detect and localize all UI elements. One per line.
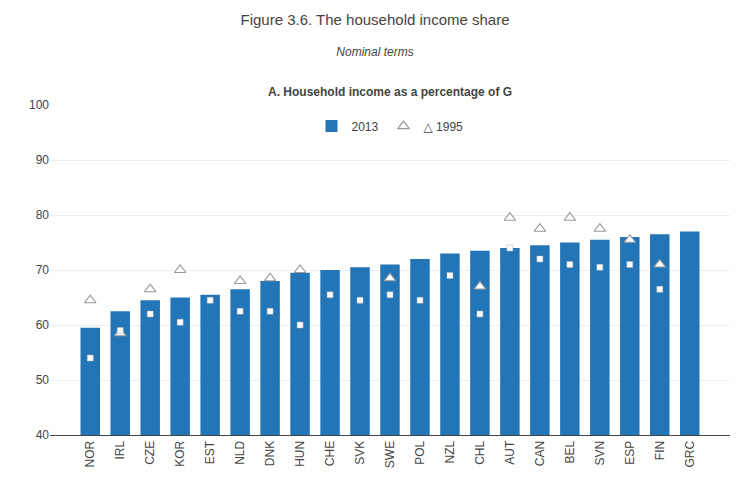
svg-text:CHE: CHE (323, 441, 337, 466)
svg-text:BEL: BEL (563, 440, 577, 463)
svg-text:Figure 3.6. The household inco: Figure 3.6. The household income share (240, 11, 509, 28)
svg-text:KOR: KOR (173, 440, 187, 466)
svg-text:A. Household income as a perce: A. Household income as a percentage of G (268, 85, 512, 99)
svg-text:DNK: DNK (263, 441, 277, 466)
svg-text:NLD: NLD (233, 440, 247, 464)
svg-text:90: 90 (36, 153, 50, 167)
svg-text:IRL: IRL (113, 440, 127, 459)
svg-text:SWE: SWE (383, 441, 397, 468)
svg-text:POL: POL (413, 440, 427, 464)
svg-text:NOR: NOR (83, 440, 97, 467)
svg-text:2013: 2013 (352, 120, 379, 134)
svg-text:HUN: HUN (293, 441, 307, 467)
svg-text:Nominal terms: Nominal terms (336, 45, 413, 59)
svg-text:70: 70 (36, 263, 50, 277)
svg-text:SVN: SVN (593, 441, 607, 466)
svg-text:CHL: CHL (473, 440, 487, 464)
svg-text:CZE: CZE (143, 441, 157, 465)
svg-text:△ 1995: △ 1995 (424, 120, 464, 134)
svg-text:EST: EST (203, 440, 217, 464)
svg-text:CAN: CAN (533, 441, 547, 466)
svg-text:NZL: NZL (443, 440, 457, 463)
svg-text:ESP: ESP (623, 441, 637, 465)
svg-text:100: 100 (29, 98, 49, 112)
svg-text:GRC: GRC (683, 440, 697, 467)
svg-text:80: 80 (36, 208, 50, 222)
svg-text:AUT: AUT (503, 440, 517, 465)
svg-text:SVK: SVK (353, 441, 367, 465)
svg-text:40: 40 (36, 428, 50, 442)
svg-text:60: 60 (36, 318, 50, 332)
svg-text:FIN: FIN (653, 441, 667, 460)
svg-text:50: 50 (36, 373, 50, 387)
